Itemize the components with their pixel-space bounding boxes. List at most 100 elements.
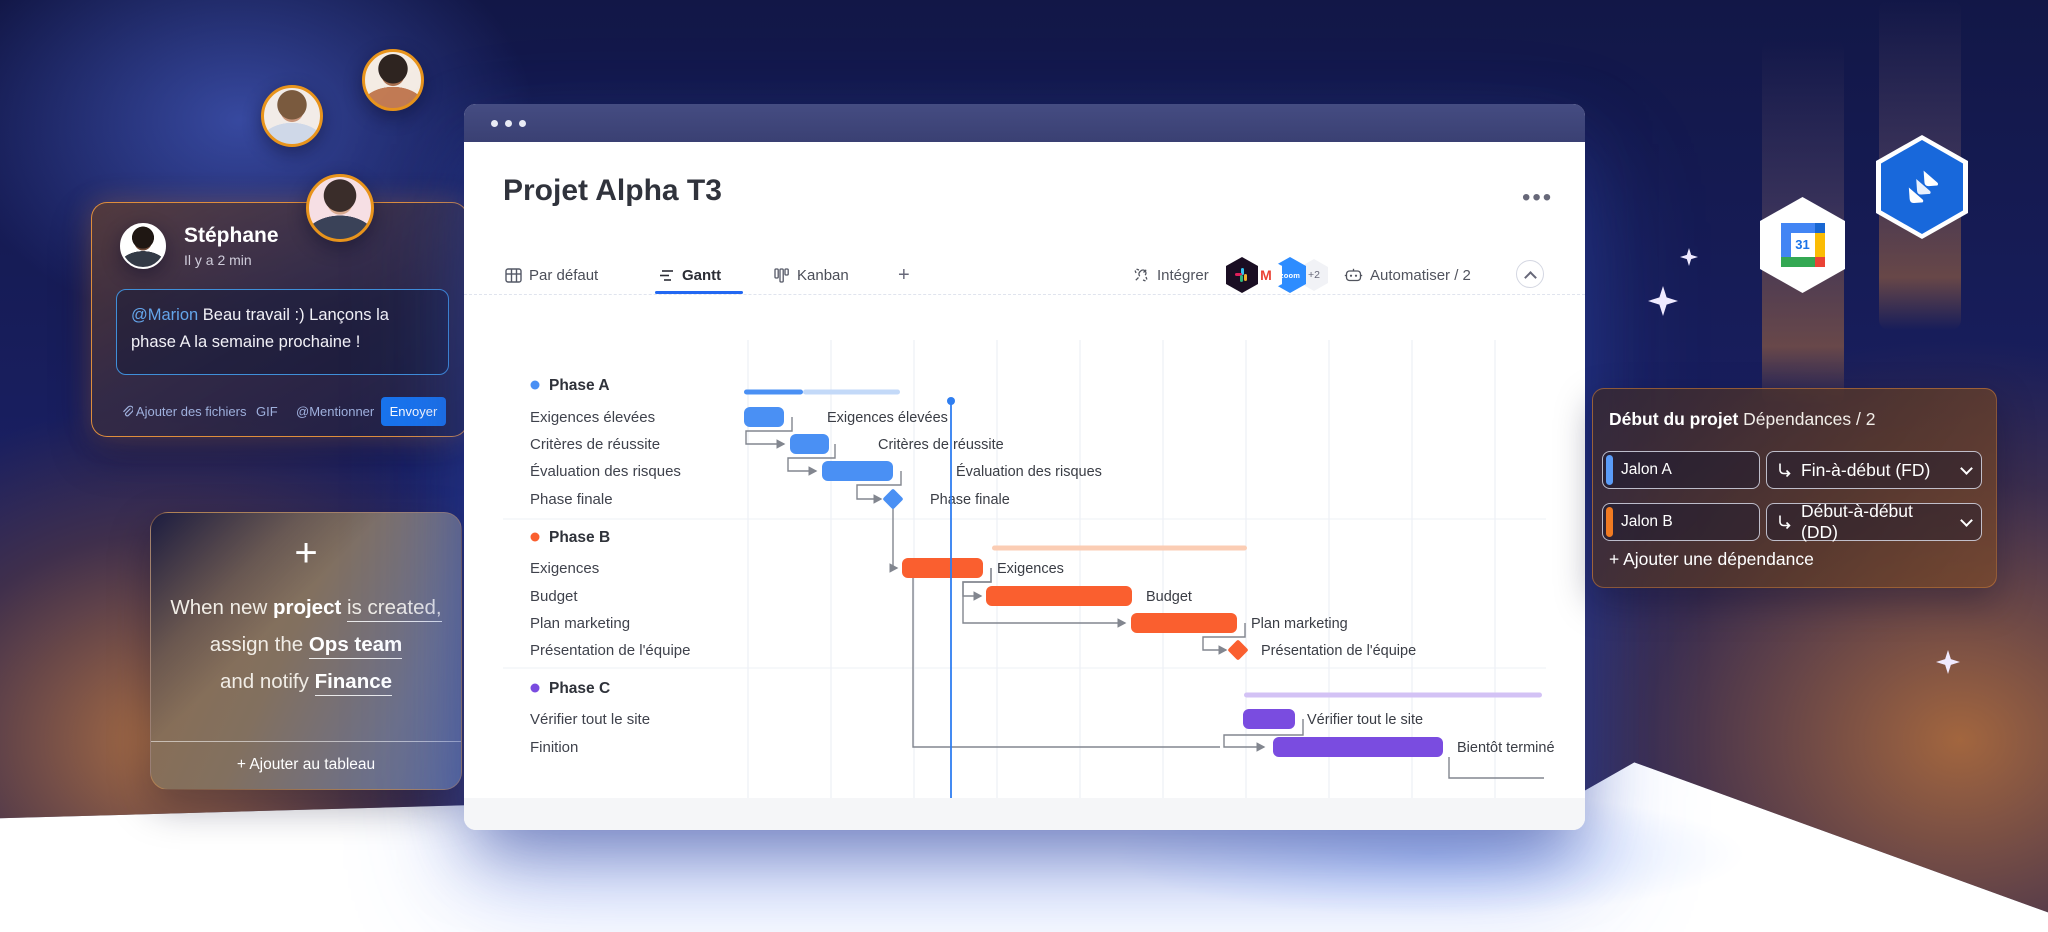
task-row-label: Finition [530, 739, 578, 756]
comment-actions: Ajouter des fichiers GIF @Mentionner Env… [92, 397, 467, 429]
gantt-bar-label: Budget [1146, 589, 1192, 605]
chevron-down-icon [1960, 461, 1973, 475]
add-view-button[interactable]: + [898, 260, 910, 290]
gantt-milestone[interactable] [1227, 639, 1248, 660]
kanban-view-icon [773, 267, 790, 284]
dependency-type-label: Début-à-début (DD) [1801, 501, 1913, 542]
gantt-bar[interactable] [1273, 737, 1443, 757]
dependency-connector [745, 417, 793, 449]
tab-label: Gantt [682, 266, 722, 284]
gantt-bar-label: Évaluation des risques [956, 463, 1102, 480]
task-row-label: Présentation de l'équipe [530, 642, 690, 659]
gantt-bar-label: Phase finale [930, 492, 1010, 508]
paperclip-icon [123, 405, 134, 417]
milestone-chip[interactable]: Jalon A [1602, 451, 1760, 489]
collapse-header-button[interactable] [1516, 260, 1544, 288]
milestone-chip[interactable]: Jalon B [1602, 503, 1760, 541]
attach-files-button[interactable]: Ajouter des fichiers [121, 404, 246, 419]
active-tab-underline [655, 291, 743, 294]
task-row-label: Exigences élevées [530, 409, 655, 426]
gantt-bar[interactable] [1131, 613, 1237, 633]
tab-gantt[interactable]: Gantt [658, 260, 721, 290]
mention-chip[interactable]: @Marion [131, 306, 199, 324]
phase-header: Phase A [549, 377, 610, 394]
tab-label: Kanban [797, 266, 849, 284]
commenter-name: Stéphane [184, 224, 279, 247]
dependency-type-dropdown[interactable]: Début-à-début (DD) [1766, 501, 1982, 542]
window-dot[interactable] [519, 120, 526, 127]
add-dependency-button[interactable]: + Ajouter une dépendance [1609, 549, 1814, 569]
add-to-board-button[interactable]: + Ajouter au tableau [236, 756, 376, 773]
dependencies-header: Début du projet Dépendances / 2 [1609, 409, 1876, 429]
comment-timestamp: Il y a 2 min [184, 252, 252, 268]
dependency-type-label: Fin-à-début (FD) [1801, 459, 1931, 480]
today-dot [947, 397, 955, 405]
window-dot[interactable] [491, 120, 498, 127]
gantt-bar-label: Vérifier tout le site [1307, 712, 1423, 728]
robot-icon [1344, 268, 1363, 282]
dependency-type-dropdown[interactable]: Fin-à-début (FD) [1766, 451, 1982, 489]
phase-dot [530, 683, 540, 693]
gantt-bar[interactable] [822, 461, 893, 481]
summary-bar-rest [803, 389, 900, 395]
gantt-bar[interactable] [1243, 709, 1295, 729]
task-row-label: Phase finale [530, 491, 613, 508]
recipe-field[interactable]: Ops team [308, 633, 403, 659]
task-row-label: Évaluation des risques [530, 463, 681, 480]
integration-icon [1134, 268, 1148, 282]
plus-icon: + [294, 531, 318, 575]
calendar-day: 31 [1790, 233, 1815, 257]
recipe-field[interactable]: is created, [347, 596, 442, 622]
divider [151, 741, 461, 742]
recipe-field[interactable]: Finance [314, 670, 393, 696]
gantt-bar[interactable] [790, 434, 829, 454]
more-count: +2 [1308, 269, 1320, 281]
jira-badge-outline[interactable] [1876, 135, 1968, 239]
tab-kanban[interactable]: Kanban [773, 260, 849, 290]
tab-par-defaut[interactable]: Par défaut [505, 260, 598, 290]
plus-icon: + [898, 263, 910, 286]
gantt-bar[interactable] [744, 407, 784, 427]
window-footer [464, 798, 1585, 830]
automate-button[interactable]: Automatiser / 2 [1344, 260, 1471, 290]
phase-dot [530, 532, 540, 542]
gantt-milestone[interactable] [882, 488, 903, 509]
dependency-connector [912, 578, 1220, 748]
gantt-bar[interactable] [902, 558, 983, 578]
task-row-label: Critères de réussite [530, 436, 660, 453]
dependency-connector [1448, 757, 1544, 779]
task-row-label: Plan marketing [530, 615, 630, 632]
task-row-label: Exigences [530, 560, 599, 577]
google-calendar-icon: 31 [1780, 223, 1825, 267]
task-row-label: Vérifier tout le site [530, 711, 650, 728]
comment-card: Stéphane Il y a 2 min @Marion Beau trava… [91, 202, 468, 437]
phase-header: Phase B [549, 529, 610, 546]
mention-button[interactable]: @Mentionner [296, 404, 375, 419]
send-button[interactable]: Envoyer [381, 397, 446, 426]
dependency-row: Jalon B Début-à-début (DD) [1593, 501, 1996, 542]
slack-badge[interactable] [1226, 257, 1258, 293]
board-menu-button[interactable]: ••• [1522, 184, 1554, 211]
gantt-bar-label: Exigences [997, 561, 1064, 577]
automation-card[interactable]: + When new project is created, assign the… [150, 512, 462, 790]
gantt-bar[interactable] [986, 586, 1132, 606]
gantt-view-icon [658, 267, 675, 284]
gantt-bar-label: Bientôt terminé [1457, 740, 1555, 756]
avatar [306, 174, 374, 242]
avatar [261, 85, 323, 147]
milestone-label: Jalon A [1621, 461, 1672, 478]
gif-button[interactable]: GIF [256, 404, 278, 419]
comment-input[interactable]: @Marion Beau travail :) Lançons la phase… [116, 289, 449, 375]
recipe-text: assign the [209, 633, 309, 656]
commenter-avatar [120, 223, 166, 269]
integrate-button[interactable]: Intégrer [1132, 260, 1209, 290]
gantt-chart: Phase A Exigences élevées Exigences élevée… [503, 340, 1555, 798]
elbow-arrow-icon [1779, 463, 1791, 478]
dependencies-panel: Début du projet Dépendances / 2 Jalon A F… [1592, 388, 1997, 588]
gantt-bar-label: Exigences élevées [827, 410, 948, 426]
app-window: Projet Alpha T3 ••• Par défaut Gantt Kan… [464, 104, 1585, 830]
window-dot[interactable] [505, 120, 512, 127]
gantt-bar-label: Critères de réussite [878, 437, 1004, 453]
divider [464, 294, 1585, 295]
